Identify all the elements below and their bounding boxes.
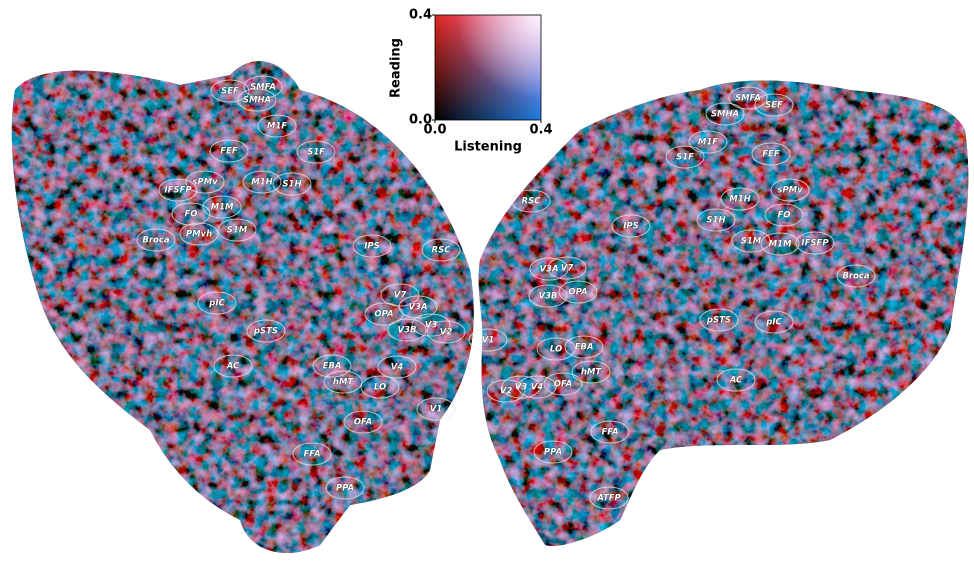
region-label: S1M — [227, 226, 248, 236]
y-tick-label: 0.4 — [409, 8, 432, 23]
region-label: Broca — [142, 236, 170, 246]
region-label: hMT — [333, 378, 355, 388]
colorbar — [435, 15, 541, 120]
region-label: SEF — [221, 87, 239, 97]
region-label: IPS — [623, 222, 639, 232]
region-label: M1M — [769, 240, 792, 250]
region-label: M1M — [211, 203, 234, 213]
region-label: PMvh — [186, 230, 212, 240]
region-label: OPA — [374, 310, 393, 320]
x-tick-label: 0.4 — [529, 123, 552, 138]
region-label: SEF — [765, 101, 783, 111]
region-label: LO — [374, 383, 386, 393]
region-label: S1M — [741, 237, 762, 247]
region-label: IPS — [364, 242, 380, 252]
region-label: FFA — [303, 450, 320, 460]
region-label: sPMv — [777, 186, 803, 196]
region-label: FO — [777, 211, 790, 221]
region-label: V4 — [531, 383, 544, 393]
region-label: IFSFP — [801, 239, 829, 249]
region-label: V4 — [391, 363, 404, 373]
region-label: EBA — [575, 343, 594, 353]
page: {"colorbar": {"xlabel": "Listening", "yl… — [0, 0, 974, 568]
region-label: RSC — [522, 197, 542, 207]
region-label: pIC — [765, 318, 782, 328]
y-tick-label: 0.0 — [409, 113, 432, 128]
region-label: FEF — [220, 147, 238, 157]
region-label: SMFA — [735, 94, 761, 104]
region-label: OPA — [568, 288, 587, 298]
region-label: S1F — [676, 153, 694, 163]
region-label: PPA — [544, 448, 562, 458]
region-label: M1F — [698, 138, 718, 148]
y-axis-label: Reading — [389, 38, 404, 98]
region-label: ATFP — [596, 494, 621, 504]
region-label: EBA — [323, 362, 342, 372]
region-label: LO — [550, 345, 562, 355]
region-label: V1 — [430, 405, 443, 415]
region-label: SMHA — [711, 110, 739, 120]
region-label: M1F — [267, 122, 287, 132]
region-label: FEF — [762, 150, 780, 160]
region-label: Broca — [842, 272, 870, 282]
region-label: hMT — [581, 368, 603, 378]
region-label: pSTS — [706, 316, 731, 326]
region-label: S1H — [282, 180, 301, 190]
region-label: V3B — [398, 326, 417, 336]
region-label: FO — [184, 210, 197, 220]
region-label: SMFA — [250, 83, 276, 93]
region-label: V1 — [482, 336, 495, 346]
region-label: V3 — [515, 383, 528, 393]
region-label: RSC — [432, 246, 452, 256]
region-label: AC — [226, 362, 240, 372]
region-label: OFA — [554, 380, 573, 390]
region-label: V2 — [440, 328, 453, 338]
region-label: pSTS — [253, 327, 278, 337]
x-axis-label: Listening — [454, 140, 522, 155]
region-label: V3A — [539, 265, 558, 275]
region-label: V3A — [408, 303, 427, 313]
region-label: M1H — [251, 178, 273, 188]
figure: SMFA SEF SMHA M1F S1F FEF sPMv IFSFP M1H S1H M1M FO… — [0, 0, 974, 568]
region-label: OFA — [354, 418, 373, 428]
region-label: AC — [729, 376, 743, 386]
region-label: PPA — [336, 484, 354, 494]
region-label: pIC — [208, 299, 225, 309]
region-label: V3B — [539, 292, 558, 302]
region-label: SMHA — [243, 96, 271, 106]
region-label: S1H — [706, 216, 725, 226]
region-label: FFA — [601, 428, 618, 438]
region-label: IFSFP — [164, 186, 192, 196]
region-label: M1H — [729, 195, 751, 205]
region-label: V7 — [561, 264, 574, 274]
region-label: S1F — [307, 148, 325, 158]
